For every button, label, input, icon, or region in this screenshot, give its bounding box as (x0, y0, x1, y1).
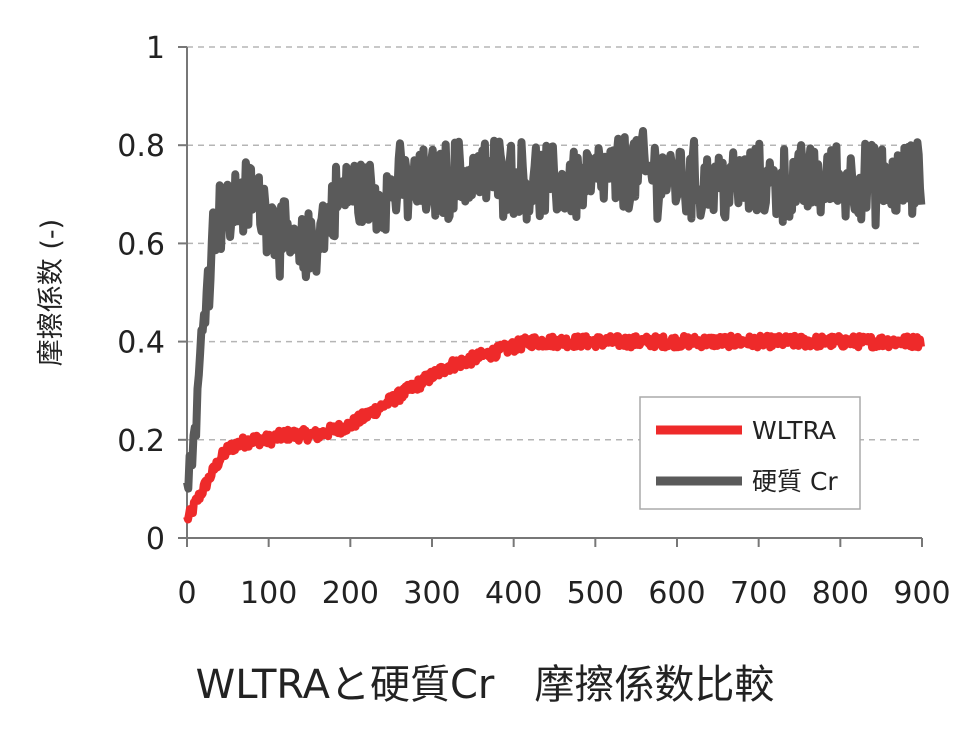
x-tick-label-6: 600 (648, 576, 705, 611)
x-tick-label-2: 200 (322, 576, 379, 611)
y-axis-label: 摩擦係数 (-) (36, 219, 67, 366)
y-tick-label-1: 0.2 (117, 424, 165, 459)
chart-caption: WLTRAと硬質Cr 摩擦係数比較 (195, 662, 775, 708)
x-tick-label-8: 800 (812, 576, 869, 611)
series-line-wltra (183, 331, 925, 524)
legend: WLTRA 硬質 Cr (639, 396, 861, 510)
y-tick-label-3: 0.6 (117, 227, 165, 262)
series-layer (183, 127, 926, 524)
tick-labels: 0 0.2 0.4 0.6 0.8 1 0 100 200 300 400 500 600 700 800 9… (117, 31, 950, 611)
y-tick-label-4: 0.8 (117, 129, 165, 164)
y-tick-label-0: 0 (146, 522, 165, 557)
y-tick-label-5: 1 (146, 31, 165, 66)
y-tick-label-2: 0.4 (117, 326, 165, 361)
x-tick-label-0: 0 (177, 576, 196, 611)
x-tick-label-4: 400 (485, 576, 542, 611)
legend-label-hard-cr: 硬質 Cr (752, 467, 838, 496)
x-tick-label-7: 700 (730, 576, 787, 611)
x-tick-label-1: 100 (240, 576, 297, 611)
x-tick-label-5: 500 (567, 576, 624, 611)
legend-box (639, 396, 861, 510)
series-line-hard-cr (183, 127, 926, 493)
x-tick-label-3: 300 (403, 576, 460, 611)
x-tick-label-9: 900 (893, 576, 950, 611)
legend-label-wltra: WLTRA (752, 416, 836, 445)
